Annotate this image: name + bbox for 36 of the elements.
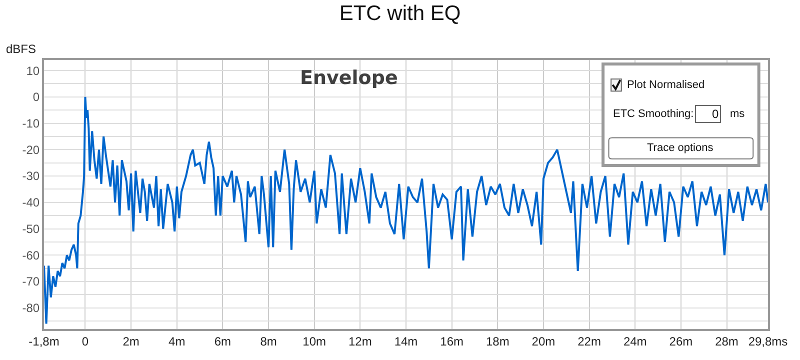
x-tick-label: 6m xyxy=(214,334,232,348)
x-tick-label: 2m xyxy=(122,334,140,348)
x-tick-label: -1,8m xyxy=(28,334,60,348)
annotation: Plot Normalised xyxy=(627,79,705,91)
annotation: Trace options xyxy=(647,142,714,154)
y-tick-label: -20 xyxy=(22,142,40,157)
y-tick-label: -70 xyxy=(22,274,40,289)
y-tick-label: -10 xyxy=(22,116,40,130)
x-tick-label: 12m xyxy=(348,334,372,348)
y-axis-title: dBFS xyxy=(6,42,36,56)
x-tick-label: 18m xyxy=(486,334,510,348)
x-tick-label: 29,8ms xyxy=(748,334,788,348)
y-tick-label: -50 xyxy=(22,222,40,236)
y-tick-label: 0 xyxy=(32,90,40,104)
y-tick-label: 10 xyxy=(26,64,40,78)
x-tick-label: 14m xyxy=(394,334,418,348)
x-tick-label: 8m xyxy=(260,334,277,348)
annotation: ETC Smoothing: xyxy=(613,108,694,120)
y-tick-label: -80 xyxy=(22,301,40,316)
x-tick-label: 20m xyxy=(532,334,556,348)
x-tick-label: 0 xyxy=(82,334,89,348)
x-tick-label: 26m xyxy=(669,334,693,348)
x-tick-label: 22m xyxy=(578,334,601,348)
line-series xyxy=(44,96,768,325)
chart-title: ETC with EQ xyxy=(339,2,461,26)
x-tick-label: 4m xyxy=(168,334,186,348)
y-tick-label: -60 xyxy=(22,248,40,262)
x-tick-label: 16m xyxy=(440,334,464,348)
y-tick-label: -30 xyxy=(22,169,40,184)
annotation: 0 xyxy=(712,107,719,121)
x-tick-label: 24m xyxy=(623,334,647,348)
annotation: ms xyxy=(730,108,746,120)
x-tick-label: 10m xyxy=(302,334,326,348)
x-tick-label: 28m xyxy=(715,334,738,348)
annotation: Envelope xyxy=(300,67,398,89)
y-tick-label: -40 xyxy=(22,196,40,210)
